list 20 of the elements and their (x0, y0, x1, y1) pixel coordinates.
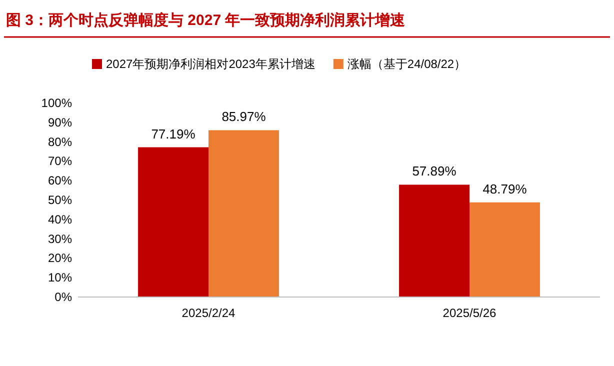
y-tick-label: 50% (48, 193, 72, 207)
y-tick-label: 20% (48, 251, 72, 266)
y-tick-label: 10% (48, 270, 72, 285)
y-tick-label: 30% (48, 232, 72, 246)
y-tick-label: 0% (54, 290, 72, 304)
data-label: 57.89% (412, 164, 457, 179)
data-label: 77.19% (151, 126, 196, 142)
x-tick-label: 2025/5/26 (442, 306, 497, 320)
y-tick-label: 100% (41, 96, 72, 110)
y-tick-label: 90% (48, 115, 72, 130)
data-label: 48.79% (482, 181, 528, 196)
title: 图 3：两个时点反弹幅度与 2027 年一致预期净利润累计增速 (6, 12, 406, 29)
y-tick-label: 70% (48, 154, 72, 168)
y-tick-label: 80% (48, 134, 72, 149)
y-tick-label: 60% (48, 174, 72, 188)
y-tick-label: 40% (48, 212, 72, 226)
legend-label: 2027年预期净利润相对2023年累计增速 (106, 57, 316, 71)
legend-label: 涨幅（基于24/08/22） (347, 57, 466, 71)
data-label: 85.97% (222, 109, 266, 124)
x-tick-label: 2025/2/24 (182, 306, 236, 320)
